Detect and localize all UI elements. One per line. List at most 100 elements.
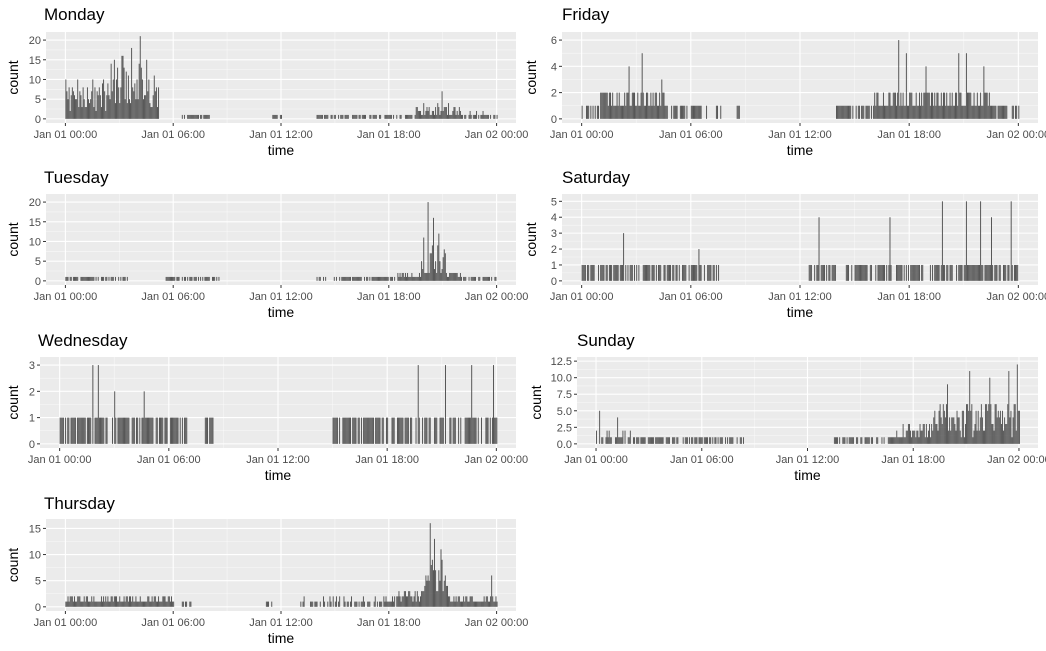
histogram-bar <box>971 264 973 281</box>
histogram-bar <box>642 437 644 444</box>
histogram-bar <box>910 264 912 281</box>
histogram-bar <box>850 105 852 119</box>
histogram-bar <box>122 55 124 119</box>
histogram-bar <box>924 92 926 119</box>
histogram-bar <box>105 596 107 607</box>
histogram-bar <box>85 276 87 281</box>
histogram-bar <box>651 264 653 281</box>
histogram-bar <box>407 596 409 607</box>
histogram-bar <box>316 114 318 119</box>
histogram-bar <box>926 437 928 444</box>
histogram-bar <box>158 596 160 607</box>
histogram-bar <box>205 276 207 281</box>
histogram-bar <box>693 105 694 119</box>
histogram-bar <box>999 105 1001 119</box>
histogram-bar <box>632 92 634 119</box>
histogram-bar <box>814 264 816 281</box>
histogram-bar <box>412 601 414 607</box>
histogram-bar <box>870 264 872 281</box>
histogram-bar <box>952 105 954 119</box>
histogram-bar <box>695 437 697 444</box>
histogram-bar <box>681 105 682 119</box>
histogram-bar <box>154 91 156 119</box>
histogram-bar <box>120 87 122 119</box>
histogram-bar <box>198 276 199 281</box>
histogram-bar <box>458 276 460 281</box>
histogram-bar <box>364 601 365 607</box>
histogram-bar <box>428 107 430 119</box>
histogram-bar <box>385 596 387 607</box>
histogram-bar <box>333 276 335 281</box>
histogram-bar <box>649 105 651 119</box>
histogram-bar <box>485 114 487 119</box>
histogram-bar <box>482 276 484 281</box>
histogram-bar <box>615 105 617 119</box>
histogram-bar <box>190 601 192 607</box>
histogram-bar <box>74 276 75 281</box>
histogram-bar <box>889 437 891 444</box>
histogram-bar <box>1017 264 1019 281</box>
histogram-bar <box>104 601 106 607</box>
histogram-bar <box>163 596 165 607</box>
x-tick-label: Jan 02 00:00 <box>465 129 529 141</box>
histogram-bar <box>720 105 722 119</box>
histogram-bar <box>481 601 483 607</box>
histogram-bar <box>475 114 476 119</box>
histogram-bar <box>315 601 317 607</box>
histogram-bar <box>961 264 963 281</box>
histogram-bar <box>401 596 403 607</box>
histogram-bar <box>985 92 987 119</box>
histogram-bar <box>358 114 360 119</box>
histogram-bar <box>104 91 106 119</box>
histogram-bar <box>808 264 810 281</box>
facet-title: Tuesday <box>44 168 109 187</box>
histogram-bar <box>956 410 958 444</box>
histogram-bar <box>974 105 976 119</box>
histogram-bar <box>134 83 136 119</box>
histogram-bar <box>866 105 868 119</box>
histogram-bar <box>917 430 919 444</box>
histogram-bar <box>616 264 618 281</box>
histogram-bar <box>369 601 371 607</box>
histogram-bar <box>665 105 667 119</box>
histogram-bar <box>76 99 78 119</box>
histogram-bar <box>640 437 642 444</box>
histogram-bar <box>910 92 912 119</box>
histogram-bar <box>347 114 349 119</box>
histogram-bar <box>454 272 456 281</box>
histogram-bar <box>984 264 986 281</box>
histogram-bar <box>993 430 995 444</box>
histogram-bar <box>425 575 427 607</box>
histogram-bar <box>1000 424 1002 444</box>
histogram-bar <box>349 601 351 607</box>
histogram-bar <box>929 105 931 119</box>
histogram-bar <box>834 437 836 444</box>
histogram-bar <box>340 114 342 119</box>
histogram-bar <box>140 601 142 607</box>
histogram-bar <box>402 417 404 444</box>
histogram-bar <box>634 437 635 444</box>
histogram-bar <box>69 110 71 119</box>
histogram-bar <box>67 276 69 281</box>
histogram-bar <box>858 264 860 281</box>
histogram-bar <box>471 365 473 444</box>
histogram-bar <box>442 110 444 119</box>
histogram-bar <box>420 110 421 119</box>
histogram-bar <box>954 424 956 444</box>
histogram-bar <box>435 570 437 607</box>
histogram-bar <box>343 596 345 607</box>
histogram-bar <box>629 430 631 444</box>
histogram-bar <box>409 591 411 607</box>
histogram-bar <box>430 114 432 119</box>
histogram-bar <box>710 264 712 281</box>
histogram-bar <box>119 103 121 119</box>
histogram-bar <box>405 417 407 444</box>
histogram-bar <box>319 601 321 607</box>
histogram-bar <box>986 264 988 281</box>
histogram-bar <box>130 596 131 607</box>
histogram-bar <box>112 601 114 607</box>
histogram-bar <box>207 114 209 119</box>
histogram-bar <box>372 417 374 444</box>
histogram-bar <box>706 105 708 119</box>
histogram-bar <box>417 276 419 281</box>
